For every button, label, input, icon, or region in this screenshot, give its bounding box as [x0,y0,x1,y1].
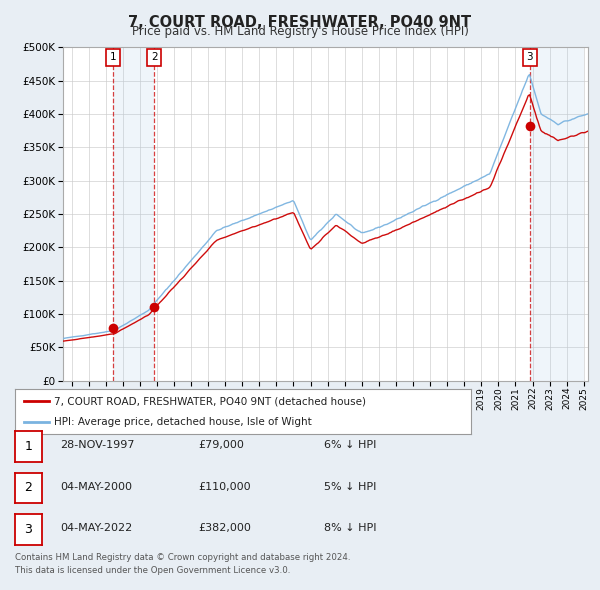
Text: 1: 1 [25,440,32,453]
Text: 7, COURT ROAD, FRESHWATER, PO40 9NT: 7, COURT ROAD, FRESHWATER, PO40 9NT [128,15,472,30]
Text: 3: 3 [526,52,533,62]
Text: £110,000: £110,000 [198,482,251,491]
Bar [113,47,154,381]
Text: £382,000: £382,000 [198,523,251,533]
Bar [530,47,584,381]
Text: HPI: Average price, detached house, Isle of Wight: HPI: Average price, detached house, Isle… [54,417,311,427]
Text: 5% ↓ HPI: 5% ↓ HPI [324,482,376,491]
Text: 3: 3 [25,523,32,536]
Text: £79,000: £79,000 [198,441,244,450]
Text: Price paid vs. HM Land Registry's House Price Index (HPI): Price paid vs. HM Land Registry's House … [131,25,469,38]
Text: 04-MAY-2000: 04-MAY-2000 [60,482,132,491]
Text: 2: 2 [25,481,32,494]
Text: 8% ↓ HPI: 8% ↓ HPI [324,523,377,533]
Text: 28-NOV-1997: 28-NOV-1997 [60,441,134,450]
Text: 04-MAY-2022: 04-MAY-2022 [60,523,132,533]
Text: 7, COURT ROAD, FRESHWATER, PO40 9NT (detached house): 7, COURT ROAD, FRESHWATER, PO40 9NT (det… [54,396,366,407]
Text: 2: 2 [151,52,157,62]
Text: 1: 1 [109,52,116,62]
Text: 6% ↓ HPI: 6% ↓ HPI [324,441,376,450]
Text: Contains HM Land Registry data © Crown copyright and database right 2024.: Contains HM Land Registry data © Crown c… [15,553,350,562]
Text: This data is licensed under the Open Government Licence v3.0.: This data is licensed under the Open Gov… [15,566,290,575]
